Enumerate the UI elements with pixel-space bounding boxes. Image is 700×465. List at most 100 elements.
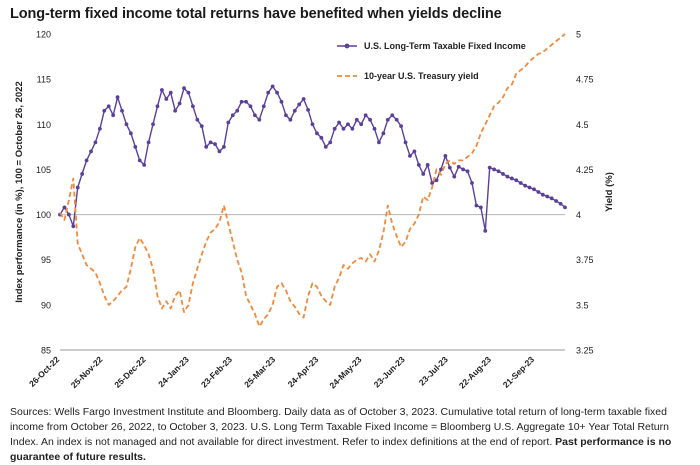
series-point — [310, 122, 315, 127]
series-point — [142, 163, 147, 167]
series-point — [394, 117, 399, 122]
series-point — [377, 140, 381, 145]
series-point — [257, 117, 262, 122]
x-tick-label: 23-Jun-23 — [372, 354, 407, 389]
series-point — [137, 158, 142, 163]
y2-tick-label: 4 — [576, 210, 581, 220]
series-point — [248, 104, 253, 109]
series-point — [332, 126, 337, 131]
x-tick-label: 25-Dec-22 — [112, 354, 148, 390]
series-point — [106, 104, 111, 109]
series-point — [558, 201, 563, 206]
x-tick-label: 24-Jan-23 — [156, 354, 191, 389]
series-point — [346, 122, 350, 127]
series-point — [509, 176, 514, 181]
series-point — [244, 99, 248, 104]
y2-tick-label: 4.75 — [576, 75, 594, 85]
series-point — [75, 185, 80, 190]
chart-axes: 85 90 95 100 105 110 115 120 3.25 3.5 3.75 4 4.25 4.5… — [14, 30, 615, 391]
series-point — [443, 153, 448, 158]
series-point — [151, 122, 155, 127]
y2-tick-label: 3.75 — [576, 255, 594, 265]
series-point — [425, 163, 430, 167]
series-point — [199, 124, 204, 128]
x-tick-label: 23-Jul-23 — [417, 354, 450, 387]
series-point — [359, 122, 364, 127]
series-point — [120, 108, 124, 113]
y-tick-label: 110 — [37, 120, 51, 130]
series-point — [261, 104, 266, 109]
legend-marker — [344, 43, 350, 49]
y-axis-label: Index performance (in %), 100 = October … — [14, 81, 25, 303]
y2-axis-label: Yield (%) — [604, 172, 615, 212]
y2-tick-label: 4.25 — [576, 165, 594, 175]
series-point — [385, 117, 390, 122]
series-point — [492, 167, 497, 172]
series-line-1 — [59, 33, 566, 328]
series-point — [208, 140, 213, 145]
series-point — [315, 131, 319, 136]
x-tick-label: 21-Sep-23 — [501, 354, 537, 390]
series-point — [124, 122, 129, 127]
legend-label: U.S. Long-Term Taxable Fixed Income — [364, 41, 526, 51]
series-point — [190, 104, 195, 109]
y2-tick-label: 3.25 — [576, 346, 594, 356]
series-point — [549, 196, 554, 201]
series-point — [372, 126, 377, 131]
series-point — [354, 117, 359, 122]
series-point — [501, 172, 505, 176]
chart-legend: U.S. Long-Term Taxable Fixed Income 10-ye… — [337, 41, 526, 81]
series-point — [66, 212, 71, 217]
x-tick-label: 26-Oct-22 — [27, 354, 62, 389]
series-point — [465, 169, 470, 174]
series-point — [554, 199, 559, 203]
series-point — [97, 126, 102, 131]
series-point — [62, 205, 67, 210]
series-point — [159, 88, 164, 92]
series-point — [173, 108, 178, 113]
series-point — [275, 90, 279, 95]
series-point — [297, 102, 302, 107]
series-point — [368, 117, 372, 122]
series-point — [164, 97, 169, 101]
series-point — [270, 84, 275, 89]
footnote: Sources: Wells Fargo Investment Institut… — [10, 405, 694, 465]
y-tick-label: 120 — [36, 30, 51, 40]
series-point — [71, 224, 76, 229]
series-point — [146, 140, 151, 145]
series-point — [115, 95, 120, 100]
series-point — [545, 194, 550, 199]
x-tick-label: 22-Aug-23 — [457, 354, 493, 390]
y2-tick-label: 4.5 — [576, 120, 589, 130]
series-point — [230, 113, 235, 118]
series-point — [84, 158, 89, 163]
series-point — [523, 183, 528, 188]
series-point — [102, 108, 107, 113]
series-point — [452, 174, 457, 179]
series-point — [527, 185, 532, 190]
y-tick-label: 90 — [41, 300, 51, 310]
series-point — [204, 144, 209, 149]
series-point — [279, 99, 284, 104]
y-tick-label: 105 — [36, 165, 51, 175]
series-point — [253, 113, 257, 118]
series-point — [381, 131, 386, 136]
footnote-text: Sources: Wells Fargo Investment Institut… — [10, 406, 669, 448]
series-point — [239, 99, 244, 104]
series-point — [111, 113, 116, 118]
series-point — [363, 113, 368, 118]
series-line-0 — [59, 85, 566, 232]
series-point — [430, 181, 435, 185]
series-point — [390, 113, 395, 118]
series-point — [284, 113, 288, 118]
y-tick-label: 100 — [36, 210, 51, 220]
series-point — [319, 135, 324, 140]
x-tick-label: 25-Mar-23 — [242, 354, 277, 389]
series-point — [350, 126, 355, 131]
series-point — [412, 149, 417, 154]
series-point — [470, 181, 474, 185]
series-point — [421, 172, 426, 176]
series-point — [235, 108, 240, 113]
series-point — [89, 149, 93, 154]
series-point — [128, 131, 133, 136]
